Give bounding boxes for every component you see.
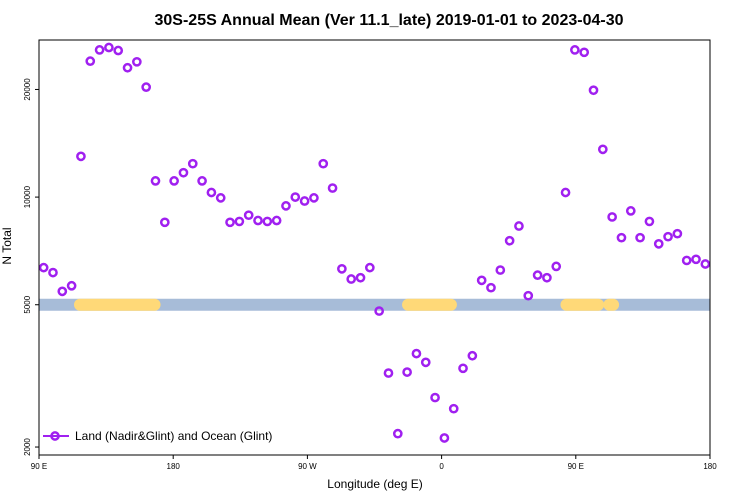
data-points (38, 42, 711, 443)
data-point (57, 286, 68, 297)
data-point (542, 272, 552, 283)
data-point (467, 350, 478, 361)
data-point (337, 263, 347, 274)
data-point (653, 239, 664, 249)
data-point (271, 215, 282, 226)
data-point (402, 367, 412, 377)
data-point (187, 158, 198, 169)
legend-marker (50, 431, 60, 441)
data-point (672, 228, 683, 239)
chart-title: 30S-25S Annual Mean (Ver 11.1_late) 2019… (155, 12, 624, 29)
data-point (411, 348, 422, 359)
y-tick-label: 5000 (23, 295, 32, 313)
data-point (38, 262, 49, 273)
data-point (225, 217, 235, 228)
legend-label: Land (Nadir&Glint) and Ocean (Glint) (75, 429, 272, 443)
data-point (234, 216, 245, 227)
x-tick-label: 90 W (298, 462, 317, 471)
plot-frame (38, 39, 711, 456)
data-point (663, 231, 673, 242)
data-point (700, 259, 711, 269)
data-point (215, 193, 226, 203)
x-axis-label: Longitude (deg E) (327, 477, 422, 491)
data-point (597, 144, 608, 155)
x-tick-label: 180 (167, 462, 181, 471)
data-point (392, 428, 403, 439)
y-axis-ticks: 2000 5000 10000 20000 (23, 78, 39, 456)
data-point (327, 183, 338, 193)
data-point (514, 221, 524, 231)
data-point (76, 151, 86, 162)
data-point (532, 270, 543, 280)
data-point (486, 282, 496, 293)
data-point (104, 42, 114, 53)
data-point (691, 254, 701, 265)
data-point (318, 158, 329, 169)
data-point (299, 196, 310, 206)
data-point (439, 433, 450, 443)
data-point (420, 357, 431, 368)
data-point (150, 176, 161, 186)
legend: Land (Nadir&Glint) and Ocean (Glint) (43, 429, 272, 443)
data-point (113, 45, 124, 56)
data-point (66, 280, 77, 291)
data-point (178, 167, 189, 178)
data-point (159, 217, 170, 228)
data-point (253, 215, 263, 226)
data-point (448, 403, 459, 414)
data-point (281, 201, 291, 211)
data-point (85, 56, 96, 66)
y-tick-label: 2000 (23, 438, 32, 456)
data-point (346, 274, 357, 284)
data-point (364, 262, 375, 273)
data-point (476, 275, 487, 286)
data-point (94, 45, 105, 55)
data-point (243, 210, 254, 221)
data-point (383, 368, 394, 378)
data-point (579, 47, 590, 58)
data-point (290, 192, 301, 202)
data-point (588, 85, 599, 96)
data-point (374, 306, 385, 316)
data-point (616, 232, 627, 243)
data-point (309, 193, 319, 203)
data-point (551, 261, 562, 272)
data-point (681, 255, 692, 266)
data-point (262, 216, 273, 227)
y-axis-label: N Total (0, 227, 14, 264)
data-point (635, 232, 645, 243)
data-point (197, 176, 207, 186)
data-point (570, 45, 580, 55)
x-tick-label: 90 E (568, 462, 584, 471)
x-tick-label: 0 (439, 462, 444, 471)
x-tick-label: 180 (703, 462, 717, 471)
data-point (560, 187, 571, 198)
data-point (644, 216, 655, 227)
data-point (495, 265, 506, 275)
y-tick-label: 10000 (23, 185, 32, 208)
data-point (132, 56, 142, 67)
data-point (122, 62, 133, 73)
data-point (355, 272, 366, 283)
x-tick-label: 90 E (31, 462, 47, 471)
data-point (458, 363, 468, 374)
data-point (48, 267, 58, 278)
x-axis-ticks: 90 E 180 90 W 0 90 E 180 (31, 455, 717, 471)
data-point (504, 235, 515, 246)
data-point (607, 212, 617, 222)
data-point (206, 187, 217, 198)
data-point (523, 290, 534, 301)
data-point (169, 176, 179, 186)
data-point (625, 206, 636, 216)
y-tick-label: 20000 (23, 78, 32, 101)
data-point (141, 82, 152, 92)
data-point (430, 392, 440, 403)
